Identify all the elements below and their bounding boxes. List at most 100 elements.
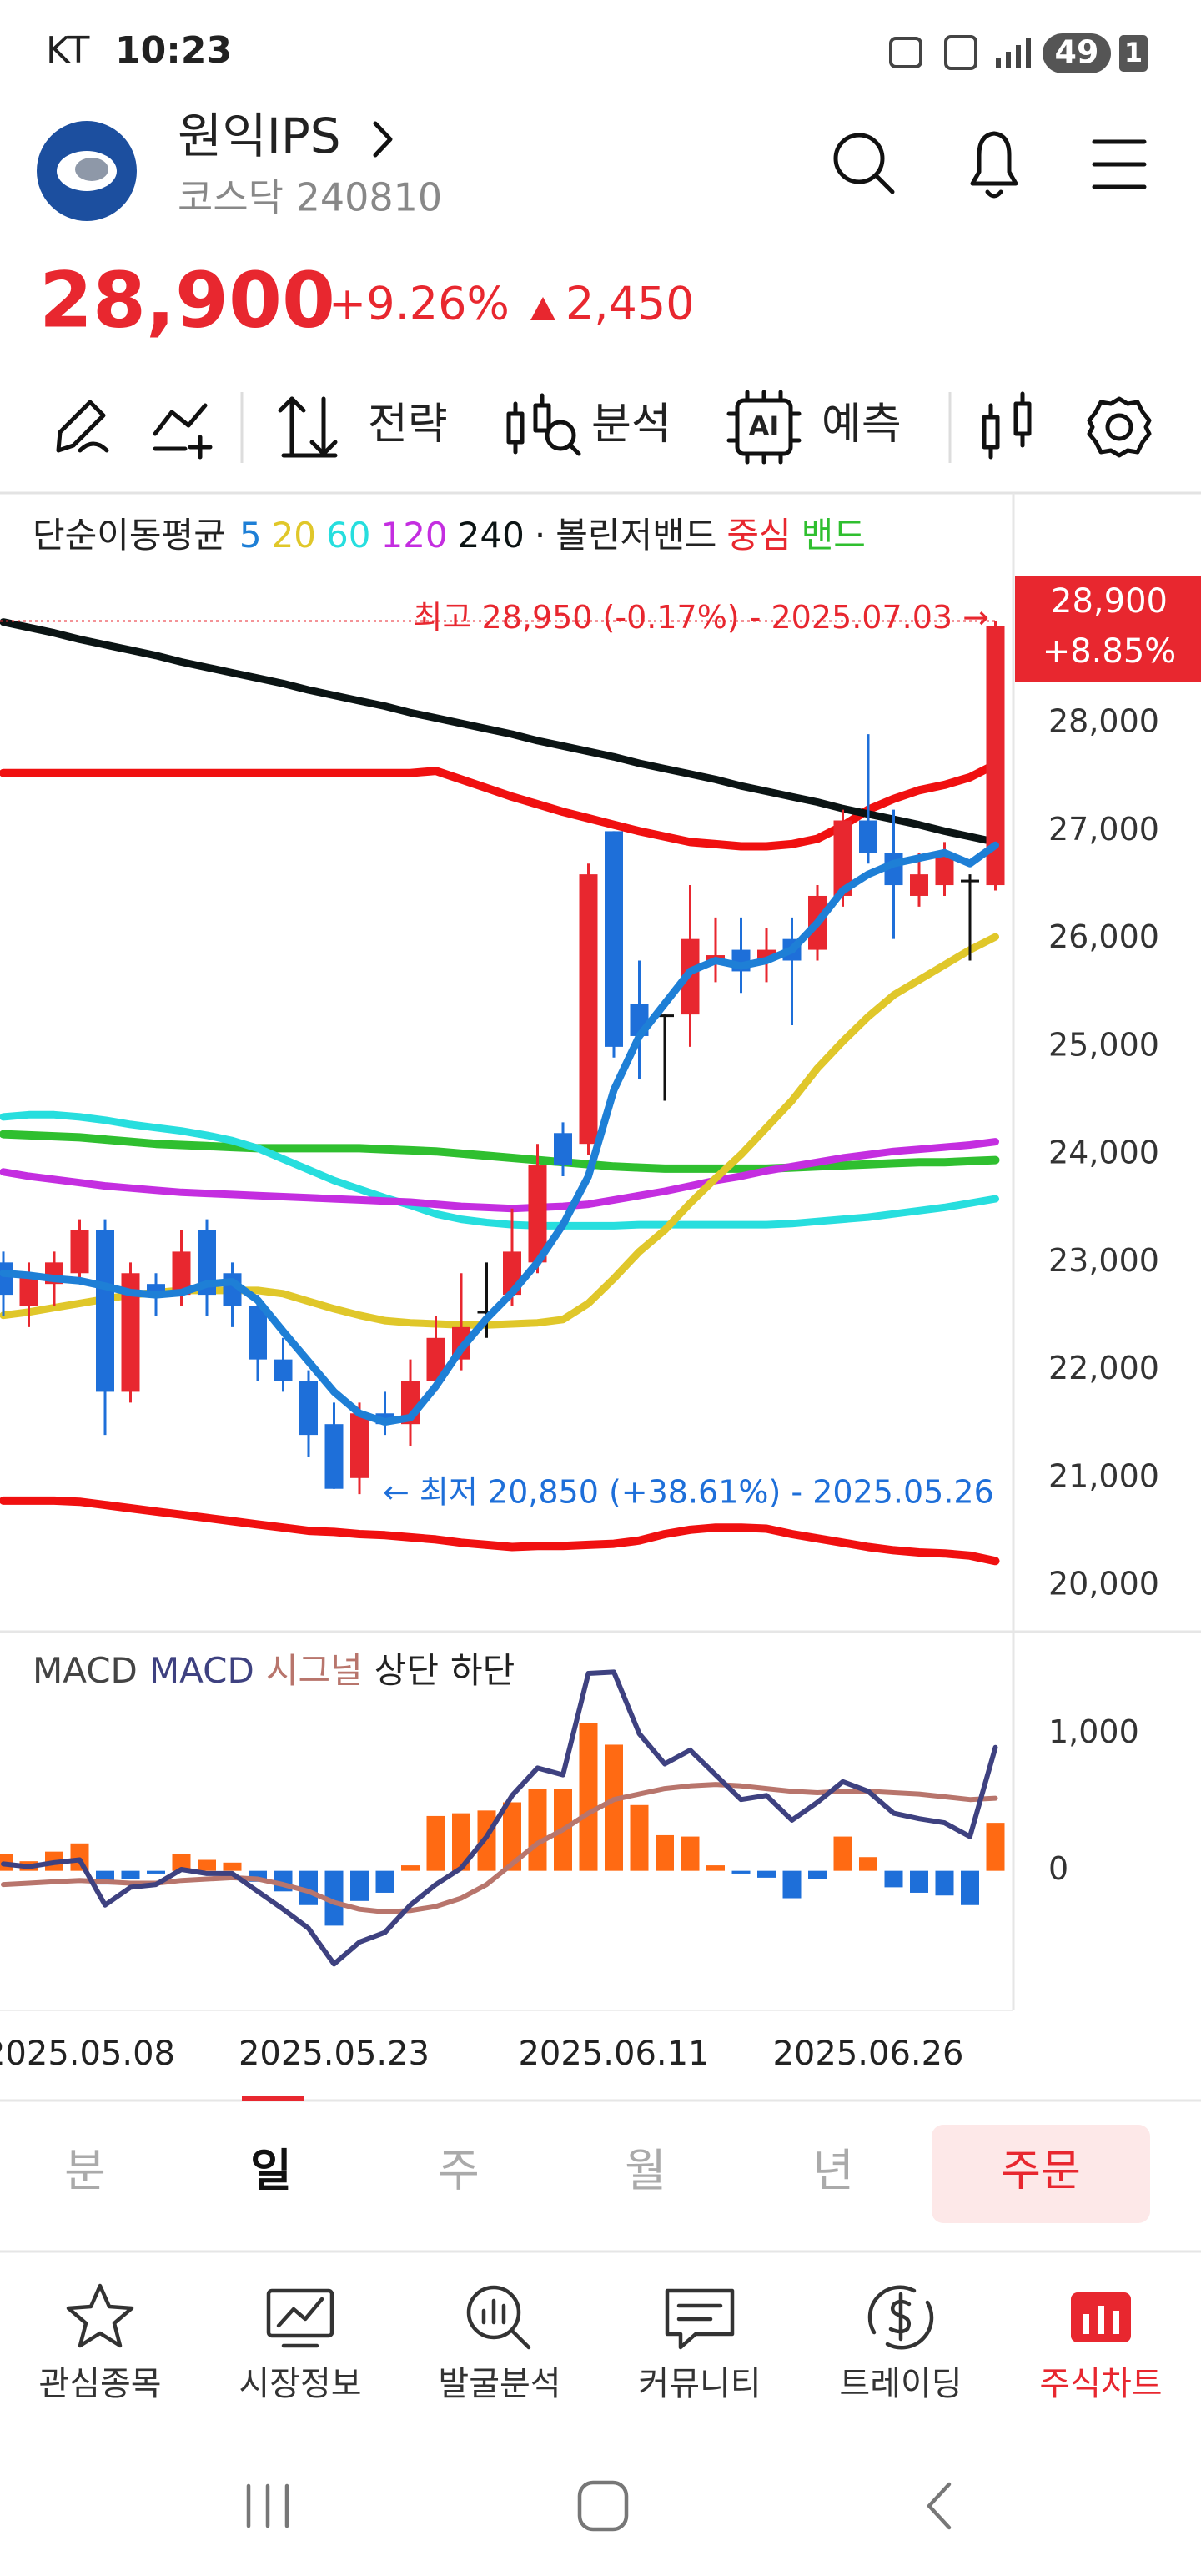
- nav-icon-market[interactable]: [266, 2288, 334, 2348]
- nav-label[interactable]: 시장정보: [239, 2365, 361, 2403]
- histogram-bar: [706, 1865, 725, 1871]
- period-tab[interactable]: 분: [64, 2145, 106, 2197]
- order-label[interactable]: 주문: [1001, 2146, 1081, 2196]
- histogram-bar: [324, 1870, 344, 1926]
- legend-ma: 60: [326, 515, 370, 556]
- bollinger-center: [0, 1130, 1000, 1173]
- nav-label[interactable]: 트레이딩: [839, 2365, 962, 2403]
- nav-icon-chart[interactable]: [1071, 2292, 1131, 2342]
- y-tick-label: 20,000: [1048, 1566, 1159, 1602]
- ma-line: [0, 1138, 999, 1213]
- stock-logo: [37, 121, 137, 221]
- legend-indicator: 볼린저밴드: [555, 515, 716, 556]
- trend-tool[interactable]: [153, 403, 213, 460]
- histogram-bar: [656, 1834, 674, 1871]
- search-button[interactable]: [833, 133, 895, 194]
- candle-body: [656, 1014, 674, 1018]
- period-tab[interactable]: 월: [625, 2145, 666, 2197]
- period-tab[interactable]: 일: [250, 2145, 292, 2197]
- y-tick-label: 24,000: [1048, 1135, 1159, 1171]
- histogram-bar: [808, 1870, 827, 1879]
- stock-name[interactable]: 원익IPS: [178, 108, 341, 164]
- histogram-bar: [935, 1870, 954, 1896]
- histogram-bar: [910, 1870, 928, 1893]
- candle-body: [554, 1133, 572, 1166]
- nav-label[interactable]: 발굴분석: [438, 2365, 560, 2403]
- price-plot: [0, 618, 1005, 1566]
- analysis-icon[interactable]: [506, 393, 581, 456]
- chart-type-button[interactable]: [982, 391, 1032, 460]
- histogram-bar: [299, 1870, 318, 1905]
- histogram-bar: [605, 1744, 623, 1871]
- histogram-bar: [833, 1836, 852, 1871]
- strategy-label[interactable]: 전략: [368, 400, 448, 450]
- chevron[interactable]: [373, 121, 393, 158]
- histogram-bar: [426, 1815, 445, 1871]
- legend-macd: MACD: [149, 1650, 254, 1691]
- macd-plot: [0, 1669, 1005, 1967]
- histogram-bar: [961, 1870, 979, 1905]
- candle-body: [96, 1230, 114, 1392]
- histogram-bar: [986, 1823, 1005, 1871]
- analysis-label[interactable]: 분석: [591, 400, 671, 450]
- alert-button[interactable]: [970, 131, 1018, 199]
- draw-tool[interactable]: [56, 400, 109, 453]
- histogram-bar: [172, 1854, 191, 1871]
- legend-lower: 하단: [450, 1650, 515, 1691]
- legend-center: 중심: [726, 515, 791, 556]
- change-percent: +9.26%: [329, 278, 510, 330]
- histogram-bar: [579, 1723, 598, 1871]
- histogram-bar: [859, 1857, 877, 1871]
- settings-button[interactable]: [1087, 396, 1152, 458]
- candle-body: [19, 1273, 38, 1306]
- ai-label[interactable]: AI: [749, 410, 780, 442]
- histogram-bar: [401, 1865, 420, 1871]
- nav-icon-community[interactable]: [665, 2288, 735, 2350]
- system-nav: [246, 2480, 952, 2532]
- y-tick-label: 22,000: [1048, 1350, 1159, 1386]
- nav-icon-trading[interactable]: [867, 2285, 934, 2350]
- nav-icon-discovery[interactable]: [466, 2285, 531, 2350]
- histogram-bar: [884, 1870, 903, 1888]
- nav-icon-watchlist[interactable]: [66, 2283, 134, 2348]
- candle-body: [605, 831, 623, 1047]
- period-tab[interactable]: 년: [812, 2145, 854, 2197]
- nav-label[interactable]: 관심종목: [38, 2365, 161, 2403]
- nav-label[interactable]: 커뮤니티: [638, 2365, 761, 2403]
- legend-upper: 상단: [374, 1650, 439, 1691]
- period-tab[interactable]: 주: [438, 2145, 480, 2197]
- ma-line: [0, 1110, 999, 1230]
- histogram-bar: [147, 1870, 165, 1874]
- bollinger-lower: [0, 1496, 1000, 1566]
- menu-button[interactable]: [1092, 139, 1147, 189]
- candle-body: [579, 874, 598, 1145]
- legend-title: MACD: [33, 1650, 138, 1691]
- forecast-label[interactable]: 예측: [822, 400, 902, 450]
- legend-separator: ·: [535, 515, 545, 556]
- x-tick-label: 2025.05.08: [0, 2035, 175, 2073]
- y-tick-label: 1,000: [1048, 1713, 1139, 1750]
- candle-body: [121, 1273, 140, 1392]
- candle-body: [935, 853, 954, 886]
- ai-chip[interactable]: [726, 390, 802, 465]
- candle-body: [324, 1424, 344, 1489]
- battery: [1043, 33, 1111, 73]
- x-tick-label: 2025.05.23: [239, 2035, 430, 2073]
- order-button[interactable]: [932, 2125, 1150, 2223]
- histogram-bar: [375, 1870, 394, 1893]
- histogram-bar: [630, 1804, 649, 1871]
- legend-signal: 시그널: [266, 1650, 363, 1691]
- histogram-bar: [198, 1859, 216, 1871]
- macd-line: [1, 1669, 998, 1967]
- candle-body: [528, 1165, 547, 1263]
- carrier: KT: [46, 29, 89, 72]
- strategy-icon[interactable]: [278, 396, 338, 458]
- last-change: +8.85%: [1043, 632, 1177, 671]
- candle-body: [198, 1230, 216, 1296]
- nav-label[interactable]: 주식차트: [1039, 2365, 1162, 2403]
- legend-title: 단순이동평균: [33, 515, 226, 556]
- candle-body: [249, 1306, 267, 1360]
- candle-body: [0, 1262, 13, 1296]
